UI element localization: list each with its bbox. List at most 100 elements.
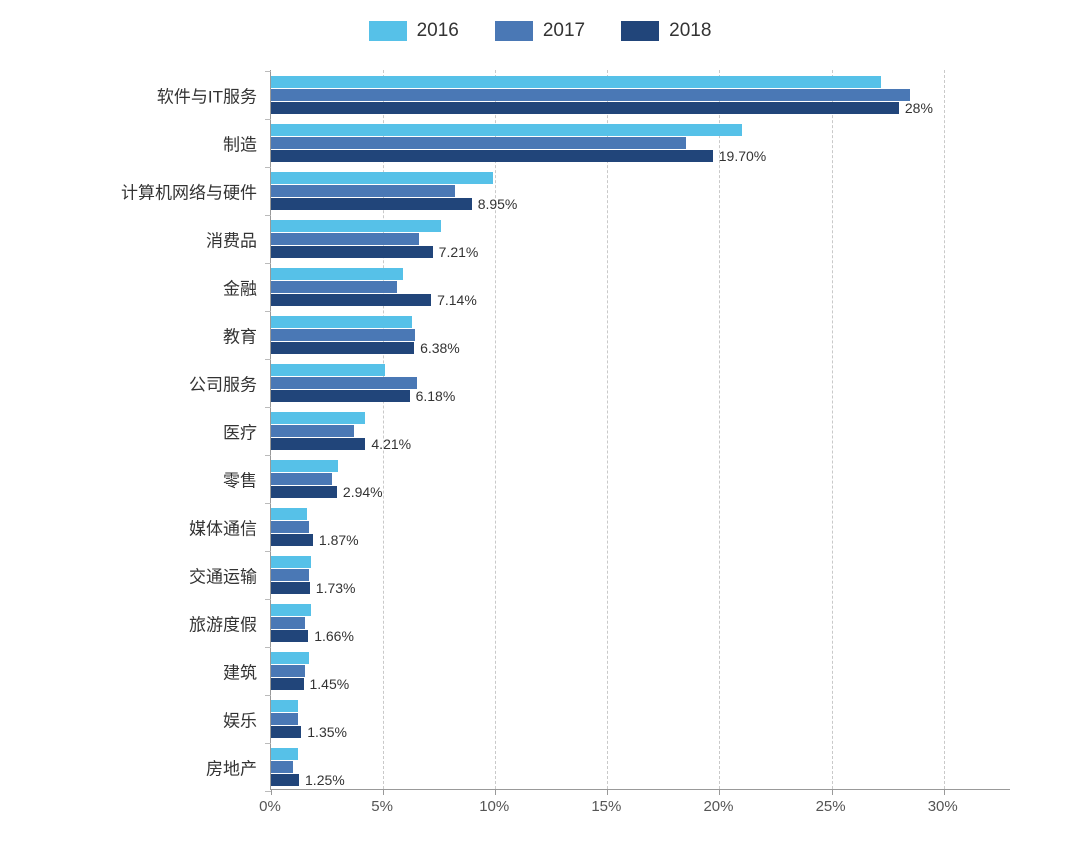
chart: 2016 2017 2018 软件与IT服务28%制造19.70%计算机网络与硬… [30,20,1050,830]
plot-area: 软件与IT服务28%制造19.70%计算机网络与硬件8.95%消费品7.21%金… [270,70,1010,790]
category-label: 零售 [223,467,271,492]
category-label: 金融 [223,275,271,300]
category-group: 消费品7.21% [271,220,1010,258]
bar [271,521,309,533]
x-axis-label: 10% [479,798,509,815]
bar [271,473,332,485]
value-label: 6.38% [420,340,460,356]
category-label: 计算机网络与硬件 [121,179,271,204]
bar [271,220,441,232]
bar [271,76,881,88]
legend-item-2016: 2016 [369,20,459,42]
y-tick [265,71,271,72]
bar [271,665,305,677]
bar [271,678,304,690]
x-axis-label: 0% [259,798,281,815]
value-label: 28% [905,100,933,116]
bar [271,748,298,760]
y-tick [265,503,271,504]
legend-label: 2018 [669,20,711,42]
bar [271,652,309,664]
y-tick [265,407,271,408]
category-group: 软件与IT服务28% [271,76,1010,114]
category-label: 医疗 [223,419,271,444]
value-label: 1.45% [310,676,350,692]
bar [271,774,299,786]
y-tick [265,119,271,120]
bar [271,761,293,773]
value-label: 1.25% [305,772,345,788]
bar [271,294,431,306]
x-axis-label: 20% [703,798,733,815]
legend-label: 2016 [417,20,459,42]
value-label: 1.73% [316,580,356,596]
x-tick [832,789,833,795]
bar [271,150,713,162]
bar [271,460,338,472]
bar [271,246,433,258]
bar [271,185,455,197]
x-axis-label: 30% [928,798,958,815]
bar [271,137,686,149]
bar [271,198,472,210]
category-group: 医疗4.21% [271,412,1010,450]
category-group: 建筑1.45% [271,652,1010,690]
bar [271,630,308,642]
y-tick [265,695,271,696]
x-tick [271,789,272,795]
bar [271,316,412,328]
value-label: 8.95% [478,196,518,212]
value-label: 7.14% [437,292,477,308]
bar [271,486,337,498]
bar [271,582,310,594]
y-tick [265,167,271,168]
legend-swatch-icon [621,21,659,41]
bar [271,268,403,280]
category-group: 房地产1.25% [271,748,1010,786]
category-label: 制造 [223,131,271,156]
bar [271,700,298,712]
bar [271,233,419,245]
x-tick [719,789,720,795]
y-tick [265,215,271,216]
category-group: 娱乐1.35% [271,700,1010,738]
y-tick [265,647,271,648]
y-tick [265,743,271,744]
category-group: 教育6.38% [271,316,1010,354]
category-label: 旅游度假 [189,611,271,636]
category-group: 旅游度假1.66% [271,604,1010,642]
y-tick [265,455,271,456]
value-label: 1.35% [307,724,347,740]
category-label: 建筑 [223,659,271,684]
category-label: 媒体通信 [189,515,271,540]
category-group: 交通运输1.73% [271,556,1010,594]
y-tick [265,263,271,264]
bar [271,377,417,389]
legend-swatch-icon [495,21,533,41]
y-tick [265,359,271,360]
bar [271,329,415,341]
bar [271,89,910,101]
category-label: 教育 [223,323,271,348]
bar [271,508,307,520]
category-group: 计算机网络与硬件8.95% [271,172,1010,210]
legend-swatch-icon [369,21,407,41]
bar [271,726,301,738]
category-label: 公司服务 [189,371,271,396]
bar [271,425,354,437]
y-tick [265,791,271,792]
bar [271,556,311,568]
plot: 软件与IT服务28%制造19.70%计算机网络与硬件8.95%消费品7.21%金… [270,70,1010,830]
x-tick [944,789,945,795]
value-label: 1.87% [319,532,359,548]
bar [271,102,899,114]
value-label: 19.70% [719,148,766,164]
category-group: 公司服务6.18% [271,364,1010,402]
x-axis-label: 15% [591,798,621,815]
value-label: 1.66% [314,628,354,644]
bar [271,713,298,725]
y-tick [265,599,271,600]
bar [271,617,305,629]
bar [271,390,410,402]
value-label: 6.18% [416,388,456,404]
